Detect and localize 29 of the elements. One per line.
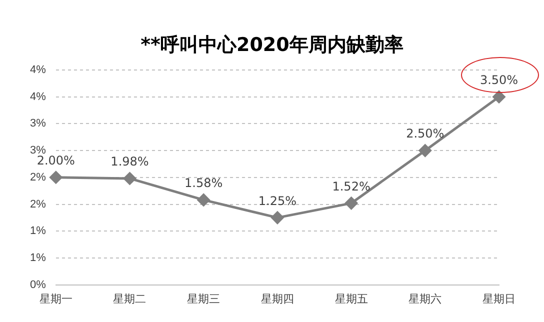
x-tick-label: 星期六 [408, 292, 442, 306]
point [345, 196, 358, 210]
x-tick-label: 星期二 [113, 293, 146, 306]
data-label: 1.58% [184, 176, 223, 190]
point [124, 172, 136, 185]
data-label: 3.50% [480, 72, 518, 87]
y-tick-label: 2% [30, 171, 46, 184]
y-tick-label: 4% [30, 64, 46, 76]
point [50, 171, 62, 184]
data-label: 2.50% [406, 126, 444, 141]
chart-title: **呼叫中心2020年周内缺勤率 [140, 33, 404, 58]
y-tick-label: 3% [30, 118, 46, 130]
y-tick-label: 1% [30, 225, 46, 238]
y-tick-label: 2% [30, 198, 46, 210]
x-tick-label: 星期五 [334, 293, 368, 306]
y-tick-label: 1% [30, 252, 46, 264]
point [418, 144, 432, 157]
point [197, 194, 210, 206]
data-label: 1.25% [258, 194, 297, 208]
data-label: 1.98% [110, 154, 149, 169]
y-tick-label: 4% [30, 90, 46, 103]
x-tick-label: 星期四 [260, 293, 294, 306]
y-tick-label: 0% [30, 278, 46, 291]
point [492, 90, 506, 104]
x-tick-label: 星期一 [39, 293, 72, 306]
x-tick-label: 星期三 [187, 293, 220, 306]
x-tick-label: 星期日 [482, 293, 516, 306]
data-label: 1.52% [332, 179, 370, 194]
point [271, 211, 284, 224]
